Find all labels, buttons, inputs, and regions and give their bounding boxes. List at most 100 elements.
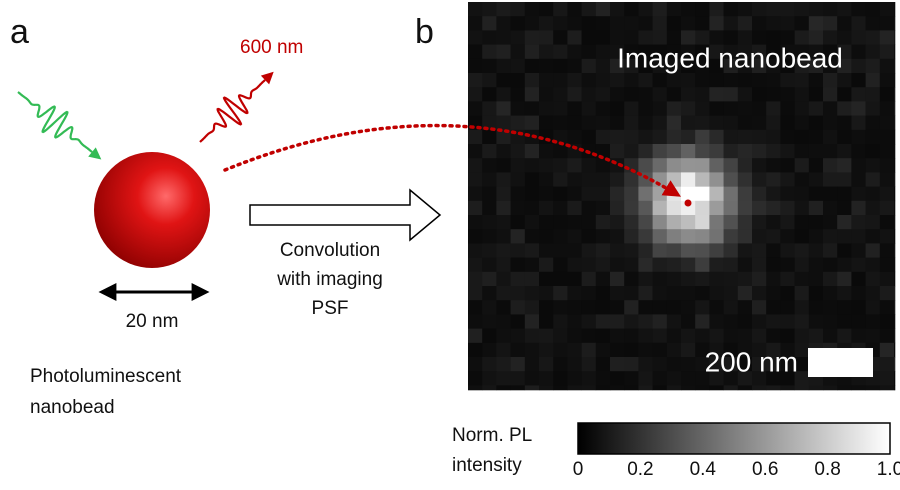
pixel <box>624 44 639 60</box>
pixel <box>610 328 625 344</box>
pixel <box>879 158 895 173</box>
pixel <box>695 357 710 372</box>
pixel <box>780 172 795 187</box>
pixel <box>567 158 582 173</box>
pixel <box>567 58 582 74</box>
pixel <box>879 357 895 372</box>
pixel <box>468 129 483 145</box>
pixel <box>879 101 895 116</box>
pixel <box>865 101 881 116</box>
pixel <box>496 286 511 301</box>
pixel <box>496 30 511 45</box>
pixel <box>823 30 838 45</box>
pixel <box>581 101 597 116</box>
pixel <box>752 371 767 386</box>
pixel <box>695 87 710 102</box>
pixel <box>865 172 881 187</box>
pixel <box>638 300 653 315</box>
pixel <box>666 129 682 145</box>
pixel <box>695 371 710 386</box>
pixel <box>581 357 597 372</box>
pixel <box>837 243 852 258</box>
pixel <box>681 200 696 216</box>
size-label: 20 nm <box>126 311 179 332</box>
pixel <box>496 357 511 372</box>
pixel <box>723 115 739 131</box>
pixel <box>510 271 526 287</box>
pixel <box>595 172 611 187</box>
pixel <box>510 16 526 31</box>
pixel <box>553 243 568 258</box>
colorbar-label: intensity <box>452 455 522 476</box>
pixel <box>851 314 866 329</box>
pixel <box>823 186 838 202</box>
pixel <box>766 144 781 159</box>
pixel <box>482 229 497 244</box>
pixel <box>482 257 497 273</box>
pixel <box>524 172 540 187</box>
pixel <box>808 229 824 244</box>
pixel <box>879 172 895 187</box>
pixel <box>567 186 582 202</box>
pixel <box>851 16 866 31</box>
pixel <box>723 215 739 230</box>
pixel <box>865 243 881 258</box>
pixel <box>723 186 739 202</box>
pixel <box>567 129 582 145</box>
pixel <box>610 2 625 17</box>
pixel <box>823 200 838 216</box>
pixel <box>652 229 668 244</box>
pixel <box>709 73 724 88</box>
wave-packet <box>199 79 266 143</box>
pixel <box>595 328 611 344</box>
pixel <box>610 73 625 88</box>
pixel <box>482 300 497 315</box>
pixel <box>539 286 554 301</box>
pixel <box>539 115 554 131</box>
colorbar-tick-label: 0.6 <box>752 459 778 480</box>
pixel <box>595 30 611 45</box>
pixel <box>766 186 781 202</box>
pixel <box>567 257 582 273</box>
pixel <box>581 215 597 230</box>
pixel <box>794 286 810 301</box>
pixel <box>894 2 896 17</box>
pixel <box>624 243 639 258</box>
pixel <box>865 328 881 344</box>
pixel <box>865 215 881 230</box>
pixel <box>567 229 582 244</box>
pixel <box>496 342 511 358</box>
pixel <box>681 129 696 145</box>
pixel <box>752 129 767 145</box>
pixel <box>496 371 511 386</box>
pixel <box>695 115 710 131</box>
pixel <box>524 371 540 386</box>
pixel <box>567 385 582 391</box>
pixel <box>837 144 852 159</box>
pixel <box>666 87 682 102</box>
pixel <box>794 215 810 230</box>
pixel <box>780 371 795 386</box>
pixel <box>652 115 668 131</box>
pixel <box>666 30 682 45</box>
pixel <box>695 144 710 159</box>
pixel <box>823 243 838 258</box>
pixel <box>737 44 753 60</box>
pixel <box>752 73 767 88</box>
colorbar-ticks: 0 0.2 0.4 0.6 0.8 1.0 <box>573 459 900 480</box>
pixel <box>595 342 611 358</box>
pixel <box>837 385 852 391</box>
pixel <box>524 357 540 372</box>
wave-packet <box>17 91 93 153</box>
pixel <box>638 271 653 287</box>
pixel <box>652 58 668 74</box>
pixel <box>567 300 582 315</box>
pixel <box>496 101 511 116</box>
pixel <box>553 200 568 216</box>
pixel <box>524 257 540 273</box>
pixel <box>794 101 810 116</box>
pixel <box>808 328 824 344</box>
pixel <box>510 328 526 344</box>
pixel <box>879 73 895 88</box>
pixel <box>624 300 639 315</box>
